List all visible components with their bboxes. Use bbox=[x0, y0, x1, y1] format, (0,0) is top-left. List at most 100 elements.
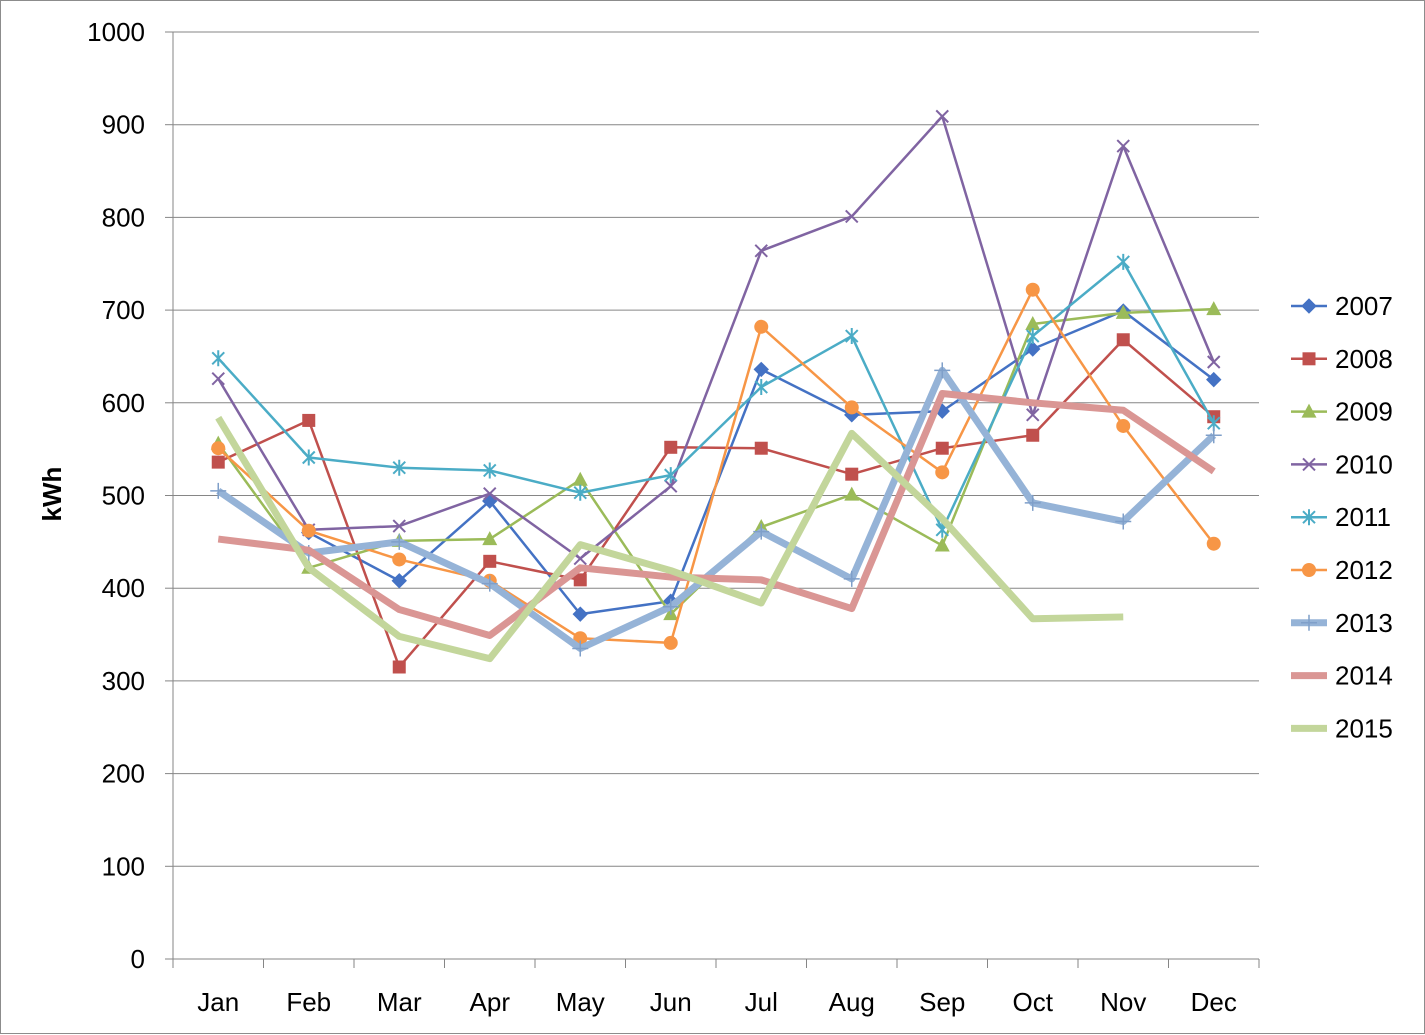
x-tick-label: Dec bbox=[1191, 987, 1237, 1017]
legend-entry: 2009 bbox=[1291, 397, 1393, 427]
data-point bbox=[843, 570, 860, 587]
data-point bbox=[1026, 428, 1040, 442]
data-point bbox=[1302, 457, 1316, 472]
data-point bbox=[392, 552, 407, 567]
y-tick-label: 100 bbox=[102, 851, 145, 881]
data-point bbox=[1115, 304, 1131, 319]
series-lines bbox=[210, 109, 1222, 674]
data-point bbox=[483, 462, 497, 479]
data-point bbox=[935, 109, 949, 124]
data-point bbox=[844, 486, 860, 501]
legend-entry: 2010 bbox=[1291, 449, 1393, 479]
data-point bbox=[572, 471, 588, 486]
legend-label: 2008 bbox=[1335, 344, 1393, 374]
data-point bbox=[1115, 513, 1132, 530]
data-point bbox=[211, 441, 226, 456]
y-tick-label: 200 bbox=[102, 759, 145, 789]
data-point bbox=[211, 371, 225, 386]
data-point bbox=[664, 467, 678, 484]
x-tick-label: Feb bbox=[286, 987, 331, 1017]
data-point bbox=[1116, 418, 1131, 433]
y-tick-label: 700 bbox=[102, 295, 145, 325]
data-point bbox=[1302, 352, 1316, 366]
data-point bbox=[211, 350, 225, 367]
data-point bbox=[573, 484, 587, 501]
data-point bbox=[1206, 371, 1222, 388]
series-2012 bbox=[211, 282, 1221, 650]
data-point bbox=[753, 523, 770, 540]
data-point bbox=[302, 413, 316, 427]
data-point bbox=[845, 328, 859, 345]
data-point bbox=[1205, 427, 1222, 444]
data-point bbox=[1116, 139, 1130, 153]
y-tick-label: 1000 bbox=[87, 17, 145, 47]
data-point bbox=[664, 479, 678, 493]
y-tick-label: 600 bbox=[102, 388, 145, 418]
legend-entry: 2015 bbox=[1291, 713, 1393, 743]
x-tick-label: Sep bbox=[919, 987, 965, 1017]
data-point bbox=[935, 465, 950, 480]
x-tick-labels: Jan Feb Mar Apr May Jun Jul Aug Sep Oct Nov Dec bbox=[197, 987, 1237, 1017]
x-tick-label: Mar bbox=[377, 987, 422, 1017]
y-tick-label: 400 bbox=[102, 573, 145, 603]
data-point bbox=[482, 531, 498, 546]
data-point bbox=[934, 362, 951, 379]
data-point bbox=[1302, 509, 1316, 526]
data-point bbox=[754, 379, 768, 396]
data-point bbox=[392, 459, 406, 476]
data-point bbox=[844, 400, 859, 415]
x-tick-label: Nov bbox=[1100, 987, 1146, 1017]
legend-entry: 2013 bbox=[1291, 608, 1393, 638]
y-tick-label: 900 bbox=[102, 110, 145, 140]
data-point bbox=[1025, 316, 1041, 331]
data-point bbox=[1206, 536, 1221, 551]
data-point bbox=[211, 455, 225, 469]
data-point bbox=[302, 449, 316, 466]
data-point bbox=[1302, 563, 1316, 577]
y-tick-label: 300 bbox=[102, 666, 145, 696]
x-tick-label: Jul bbox=[745, 987, 778, 1017]
x-tick-label: Apr bbox=[470, 987, 511, 1017]
series-line bbox=[217, 260, 1215, 532]
data-point bbox=[935, 441, 949, 455]
legend-entry: 2008 bbox=[1291, 344, 1393, 374]
legend-entry: 2011 bbox=[1291, 502, 1391, 532]
gridlines bbox=[173, 31, 1259, 867]
legend-entry: 2014 bbox=[1291, 661, 1393, 691]
x-tick-label: May bbox=[556, 987, 605, 1017]
y-tick-labels: 0 100 200 300 400 500 600 700 800 900 1000 bbox=[87, 17, 145, 974]
data-point bbox=[1301, 298, 1317, 314]
data-point bbox=[210, 482, 227, 499]
x-tick-label: Jun bbox=[650, 987, 692, 1017]
legend-label: 2015 bbox=[1335, 713, 1393, 743]
data-point bbox=[392, 660, 406, 674]
data-point bbox=[1024, 494, 1041, 511]
series-line bbox=[217, 288, 1215, 645]
legend-entry: 2007 bbox=[1291, 291, 1393, 321]
axes bbox=[165, 31, 1260, 968]
legend-entry: 2012 bbox=[1291, 555, 1393, 585]
data-point bbox=[663, 635, 678, 650]
legend-label: 2010 bbox=[1335, 449, 1393, 479]
series-2007 bbox=[301, 303, 1222, 622]
data-point bbox=[754, 244, 768, 258]
data-point bbox=[754, 319, 769, 334]
y-tick-label: 0 bbox=[131, 944, 145, 974]
data-point bbox=[483, 486, 497, 501]
data-point bbox=[392, 519, 406, 533]
series-2008 bbox=[211, 333, 1221, 674]
data-point bbox=[1116, 253, 1130, 270]
data-point bbox=[845, 467, 859, 481]
legend: 2007 2008 2009 2010 2011 2012 2013 2014 2015 bbox=[1291, 291, 1393, 743]
data-point bbox=[391, 533, 408, 550]
data-point bbox=[573, 573, 587, 587]
legend-label: 2012 bbox=[1335, 555, 1393, 585]
legend-label: 2013 bbox=[1335, 608, 1393, 638]
x-tick-label: Aug bbox=[829, 987, 875, 1017]
legend-label: 2007 bbox=[1335, 291, 1393, 321]
data-point bbox=[1026, 328, 1040, 345]
y-tick-label: 500 bbox=[102, 481, 145, 511]
data-point bbox=[664, 440, 678, 454]
series-line bbox=[215, 415, 1124, 663]
